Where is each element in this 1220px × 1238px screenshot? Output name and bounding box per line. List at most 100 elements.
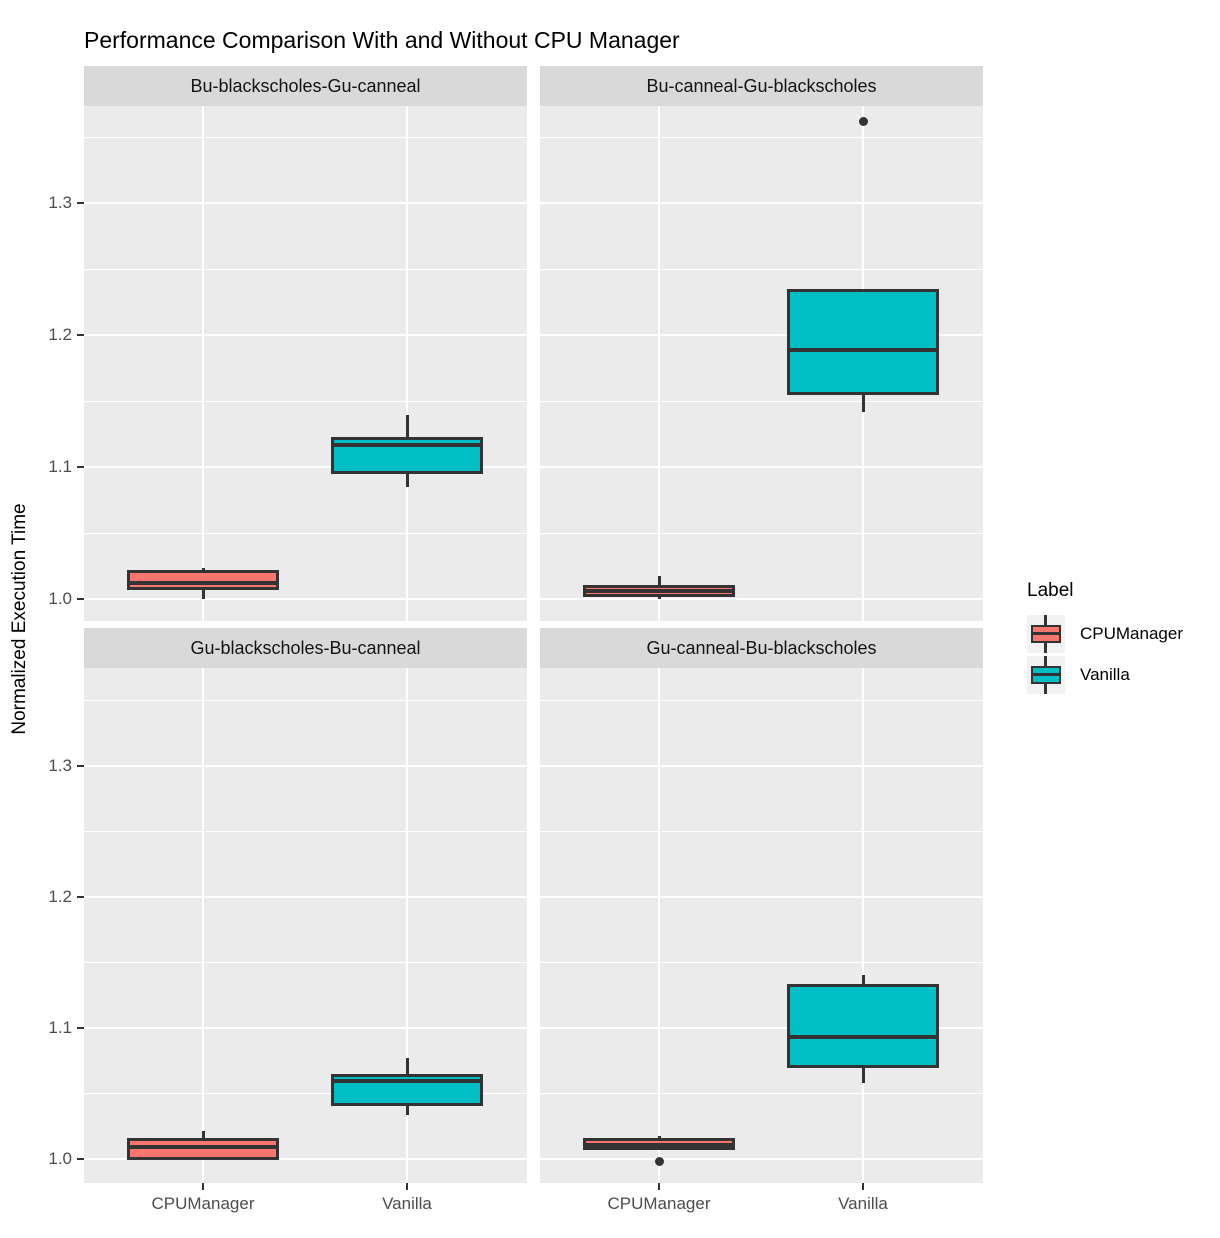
boxplot-median [334, 1079, 480, 1084]
facet-panel [84, 106, 527, 621]
y-axis-tick [77, 334, 84, 337]
y-axis-tick [77, 764, 84, 767]
gridline-major [540, 334, 983, 337]
y-tick-label: 1.2 [48, 886, 72, 906]
gridline-vertical [658, 668, 660, 1183]
gridline-major [540, 598, 983, 601]
gridline-major [540, 1026, 983, 1029]
x-tick-label: CPUManager [607, 1194, 711, 1213]
boxplot-whisker [201, 1131, 205, 1138]
y-axis-tick [77, 895, 84, 898]
legend-item: CPUManager [1027, 615, 1183, 653]
gridline-minor [84, 532, 527, 534]
y-axis-tick [77, 466, 84, 469]
x-tick-label: Vanilla [838, 1194, 888, 1213]
x-tick-label: Vanilla [382, 1194, 432, 1213]
gridline-major [540, 764, 983, 767]
boxplot-glyph-icon [1033, 673, 1059, 676]
y-axis-tick [77, 1026, 84, 1029]
boxplot-box [787, 984, 939, 1069]
gridline-vertical [862, 668, 864, 1183]
facet-panel [540, 668, 983, 1183]
outlier-point [858, 116, 868, 126]
gridline-minor [84, 136, 527, 138]
gridline-vertical [202, 106, 204, 621]
y-tick-label: 1.1 [48, 1017, 72, 1037]
facet-strip-label: Gu-blackscholes-Bu-canneal [190, 637, 421, 658]
gridline-minor [84, 830, 527, 832]
gridline-vertical [406, 668, 408, 1183]
legend-item-label: CPUManager [1080, 624, 1183, 643]
boxplot-whisker [861, 975, 865, 985]
y-axis-tick [77, 202, 84, 205]
gridline-major [84, 202, 527, 205]
y-axis-tick [77, 598, 84, 601]
gridline-major [540, 202, 983, 205]
x-tick-label: CPUManager [151, 1194, 255, 1213]
boxplot-whisker [657, 596, 661, 600]
chart-title: Performance Comparison With and Without … [84, 27, 680, 53]
boxplot-median [130, 1144, 276, 1149]
boxplot-box [787, 289, 939, 395]
gridline-vertical [658, 106, 660, 621]
boxplot-whisker [405, 1106, 409, 1116]
boxplot-median [790, 347, 936, 352]
facet-strip: Bu-blackscholes-Gu-canneal [84, 66, 527, 106]
y-tick-label: 1.3 [48, 193, 72, 213]
gridline-minor [540, 400, 983, 402]
gridline-major [84, 764, 527, 767]
y-tick-label: 1.0 [48, 1148, 72, 1168]
gridline-major [84, 334, 527, 337]
gridline-minor [540, 268, 983, 270]
gridline-major [540, 1157, 983, 1160]
gridline-major [84, 895, 527, 898]
boxplot-glyph-icon [1033, 632, 1059, 635]
x-axis-tick [658, 1183, 660, 1190]
gridline-minor [540, 1092, 983, 1094]
x-axis-tick [862, 1183, 864, 1190]
facet-strip-label: Gu-canneal-Bu-blackscholes [646, 637, 877, 658]
gridline-major [540, 466, 983, 469]
legend-title: Label [1027, 580, 1074, 601]
gridline-major [84, 1026, 527, 1029]
y-axis-tick [77, 1157, 84, 1160]
legend-key [1027, 656, 1065, 694]
x-axis-tick [406, 1183, 408, 1190]
gridline-minor [540, 699, 983, 701]
gridline-vertical [202, 668, 204, 1183]
facet-panel [84, 668, 527, 1183]
boxplot-median [334, 442, 480, 447]
facet-strip: Gu-blackscholes-Bu-canneal [84, 628, 527, 668]
gridline-major [84, 1157, 527, 1160]
gridline-vertical [406, 106, 408, 621]
boxplot-median [586, 1142, 732, 1147]
boxplot-median [130, 581, 276, 586]
boxplot-whisker [405, 1057, 409, 1074]
y-tick-label: 1.1 [48, 457, 72, 477]
boxplot-whisker [201, 590, 205, 600]
boxplot-median [586, 589, 732, 594]
facet-strip: Gu-canneal-Bu-blackscholes [540, 628, 983, 668]
outlier-point [654, 1156, 664, 1166]
boxplot-whisker [405, 414, 409, 437]
boxplot-median [790, 1034, 936, 1039]
gridline-major [84, 466, 527, 469]
boxplot-whisker [657, 575, 661, 585]
boxplot-whisker [861, 394, 865, 412]
y-tick-label: 1.3 [48, 755, 72, 775]
gridline-minor [540, 532, 983, 534]
x-axis-tick [202, 1183, 204, 1190]
gridline-minor [540, 830, 983, 832]
boxplot-whisker [861, 1068, 865, 1083]
gridline-major [540, 895, 983, 898]
legend-item: Vanilla [1027, 656, 1183, 694]
legend: Label CPUManager Vanilla [1027, 580, 1183, 697]
gridline-minor [84, 400, 527, 402]
legend-item-label: Vanilla [1080, 665, 1130, 684]
gridline-minor [84, 699, 527, 701]
boxplot-whisker [201, 567, 205, 571]
gridline-major [84, 598, 527, 601]
gridline-minor [84, 961, 527, 963]
gridline-minor [84, 1092, 527, 1094]
y-tick-label: 1.2 [48, 325, 72, 345]
